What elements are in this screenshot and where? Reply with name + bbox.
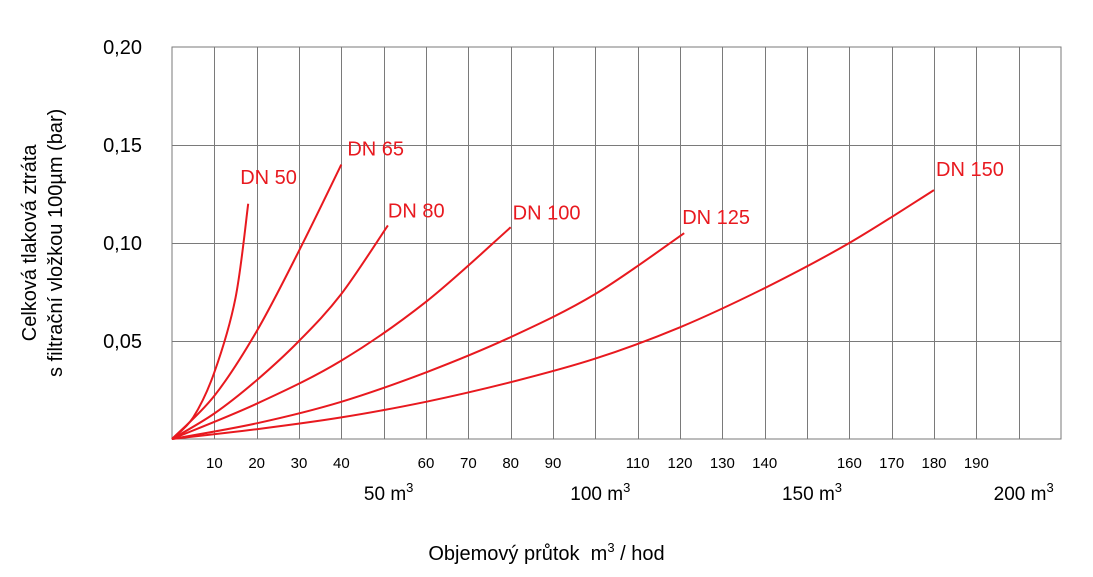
x-tick-label: 180 <box>921 455 946 472</box>
x-tick-label: 160 <box>837 455 862 472</box>
x-axis-label-main: Objemový průtok <box>428 542 580 565</box>
series-line-dn65 <box>171 164 343 440</box>
x-major-labels: 50 m3 100 m3 150 m3 200 m3 <box>364 480 1054 505</box>
series-label: DN 150 <box>936 159 1004 181</box>
x-tick-label: 30 <box>291 455 308 472</box>
x-major-label: 100 m3 <box>570 480 630 505</box>
series-line-dn125 <box>171 232 685 440</box>
x-axis-label-unit: m <box>590 542 608 565</box>
y-tick-label: 0,20 <box>103 37 142 59</box>
x-axis-label: Objemový průtok m3 / hod <box>0 540 1093 566</box>
series-line-dn100 <box>171 226 512 440</box>
series-label: DN 65 <box>347 139 404 161</box>
x-tick-label: 80 <box>502 455 519 472</box>
x-tick-label: 190 <box>964 455 989 472</box>
x-tick-label: 40 <box>333 455 350 472</box>
series-labels: DN 50 DN 65 DN 80 DN 100 DN 125 DN 150 <box>240 139 1004 230</box>
x-major-label: 150 m3 <box>782 480 842 505</box>
x-tick-label: 140 <box>752 455 777 472</box>
y-axis-label: Celková tlaková ztráta s filtrační vložk… <box>0 0 67 377</box>
x-tick-labels: 10 20 30 40 60 70 80 90 110 120 130 140 160 170 180 190 <box>206 455 989 472</box>
series-line-dn80 <box>171 224 389 440</box>
series-line-dn50 <box>171 203 250 440</box>
x-axis-label-unit-sup: 3 <box>607 540 615 555</box>
y-tick-label: 0,05 <box>103 331 142 353</box>
x-tick-label: 20 <box>248 455 265 472</box>
x-tick-label: 70 <box>460 455 477 472</box>
y-tick-labels: 0,05 0,10 0,15 0,20 <box>103 37 142 353</box>
x-tick-label: 170 <box>879 455 904 472</box>
series-label: DN 80 <box>388 200 445 222</box>
chart-grid <box>171 46 1062 440</box>
y-tick-label: 0,10 <box>103 233 142 255</box>
y-tick-label: 0,15 <box>103 135 142 157</box>
y-axis-label-line1: Celková tlaková ztráta <box>19 144 41 342</box>
x-tick-label: 130 <box>710 455 735 472</box>
x-tick-label: 90 <box>545 455 562 472</box>
series-line-dn150 <box>171 189 935 440</box>
series-label: DN 125 <box>682 207 750 229</box>
x-tick-label: 60 <box>418 455 435 472</box>
x-tick-label: 110 <box>626 455 650 472</box>
series-label: DN 100 <box>513 202 581 224</box>
x-axis-label-unit-tail: / hod <box>614 542 665 565</box>
x-major-label: 50 m3 <box>364 480 413 505</box>
x-major-label: 200 m3 <box>994 480 1054 505</box>
series-label: DN 50 <box>240 167 297 189</box>
series-lines <box>171 164 935 440</box>
y-axis-label-line2: s filtrační vložkou 100µm (bar) <box>45 108 67 377</box>
x-tick-label: 120 <box>667 455 692 472</box>
x-tick-label: 10 <box>206 455 223 472</box>
